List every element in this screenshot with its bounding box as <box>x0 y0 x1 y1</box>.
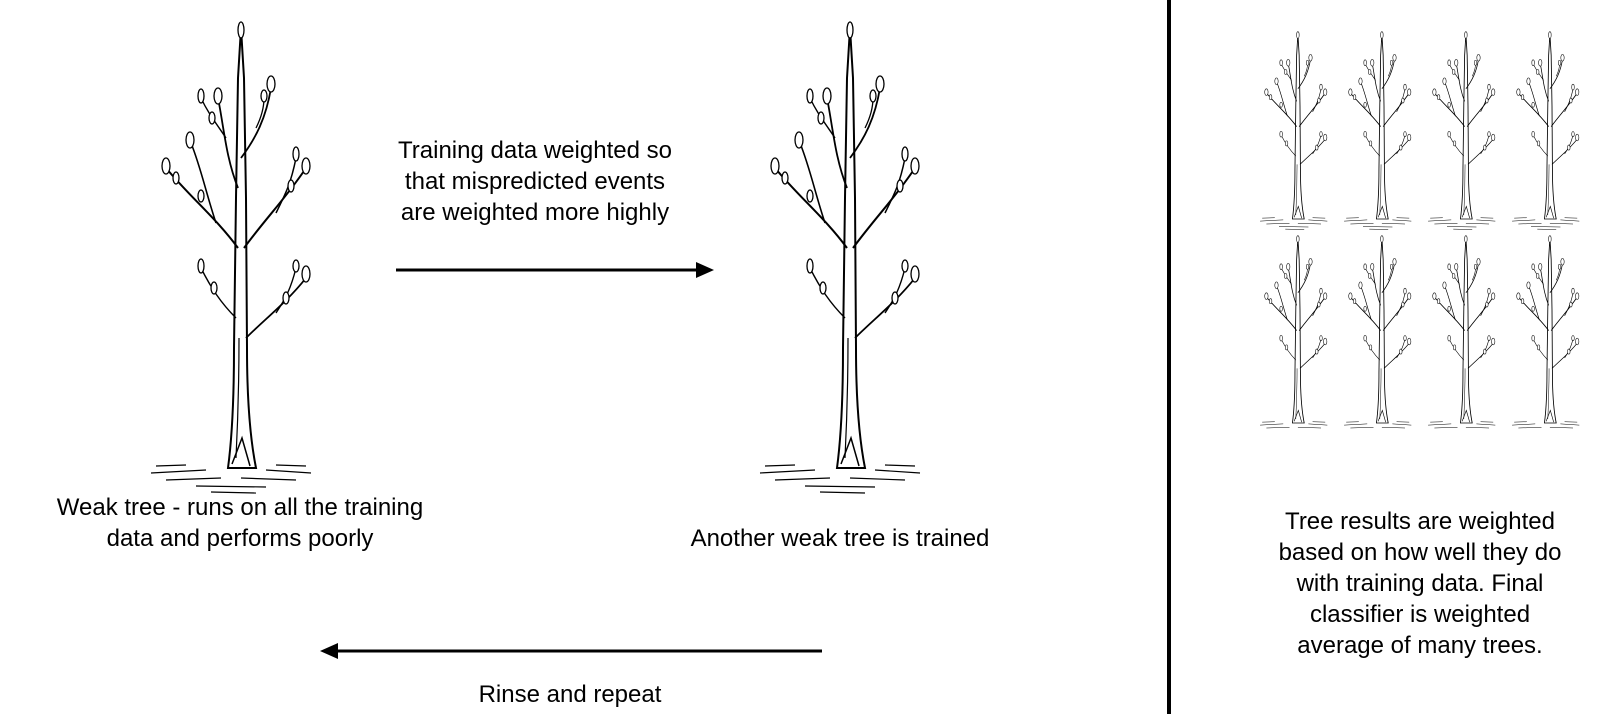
back-arrow <box>318 642 824 662</box>
ensemble-tree-3 <box>1427 31 1496 230</box>
ensemble-tree-1 <box>1259 31 1328 230</box>
ensemble-tree-8 <box>1511 235 1580 430</box>
ensemble-tree-2 <box>1343 31 1412 230</box>
ensemble-tree-6 <box>1343 235 1412 430</box>
ensemble-tree-grid <box>1258 30 1588 430</box>
forward-arrow <box>396 262 716 282</box>
ensemble-tree-7 <box>1427 235 1496 430</box>
forward-arrow-label: Training data weighted so that mispredic… <box>398 137 672 226</box>
weak-tree-caption: Weak tree - runs on all the training dat… <box>56 494 424 552</box>
section-divider <box>1167 0 1171 714</box>
weak-tree-illustration-1 <box>146 18 316 498</box>
weak-tree-illustration-2 <box>755 18 925 498</box>
ensemble-tree-5 <box>1259 235 1328 430</box>
rinse-repeat-label: Rinse and repeat <box>478 681 662 708</box>
ensemble-caption: Tree results are weighted based on how w… <box>1278 508 1562 659</box>
ensemble-tree-4 <box>1511 31 1580 230</box>
another-tree-caption: Another weak tree is trained <box>690 525 990 552</box>
